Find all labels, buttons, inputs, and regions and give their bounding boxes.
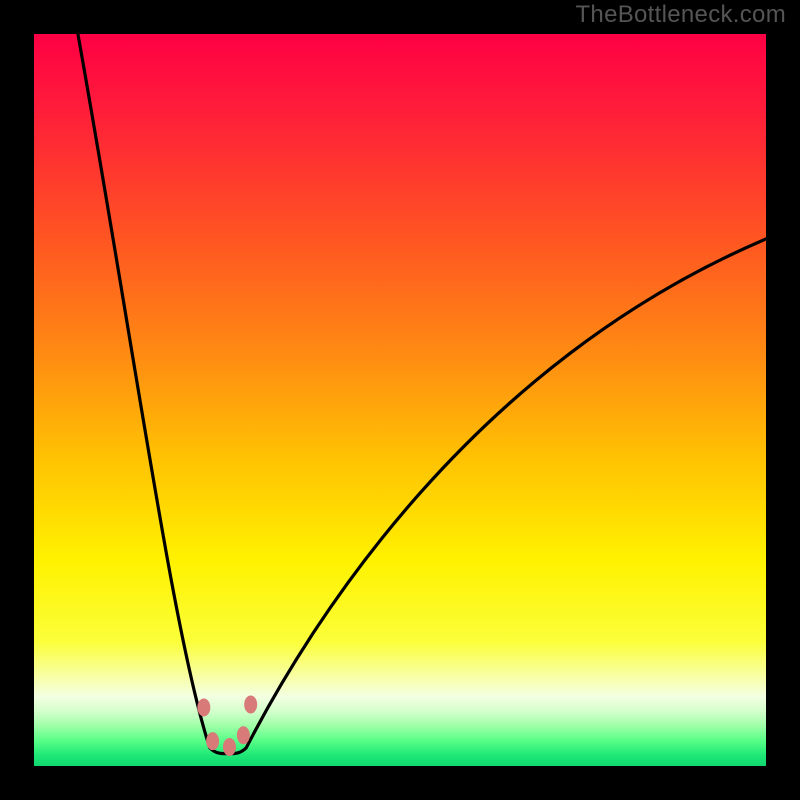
valley-marker <box>244 696 257 714</box>
valley-marker <box>206 732 219 750</box>
valley-marker <box>223 738 236 756</box>
valley-marker <box>237 726 250 744</box>
valley-marker <box>197 698 210 716</box>
chart-canvas: TheBottleneck.com <box>0 0 800 800</box>
gradient-background <box>34 34 766 766</box>
bottleneck-chart-svg <box>0 0 800 800</box>
watermark-text: TheBottleneck.com <box>575 1 786 29</box>
